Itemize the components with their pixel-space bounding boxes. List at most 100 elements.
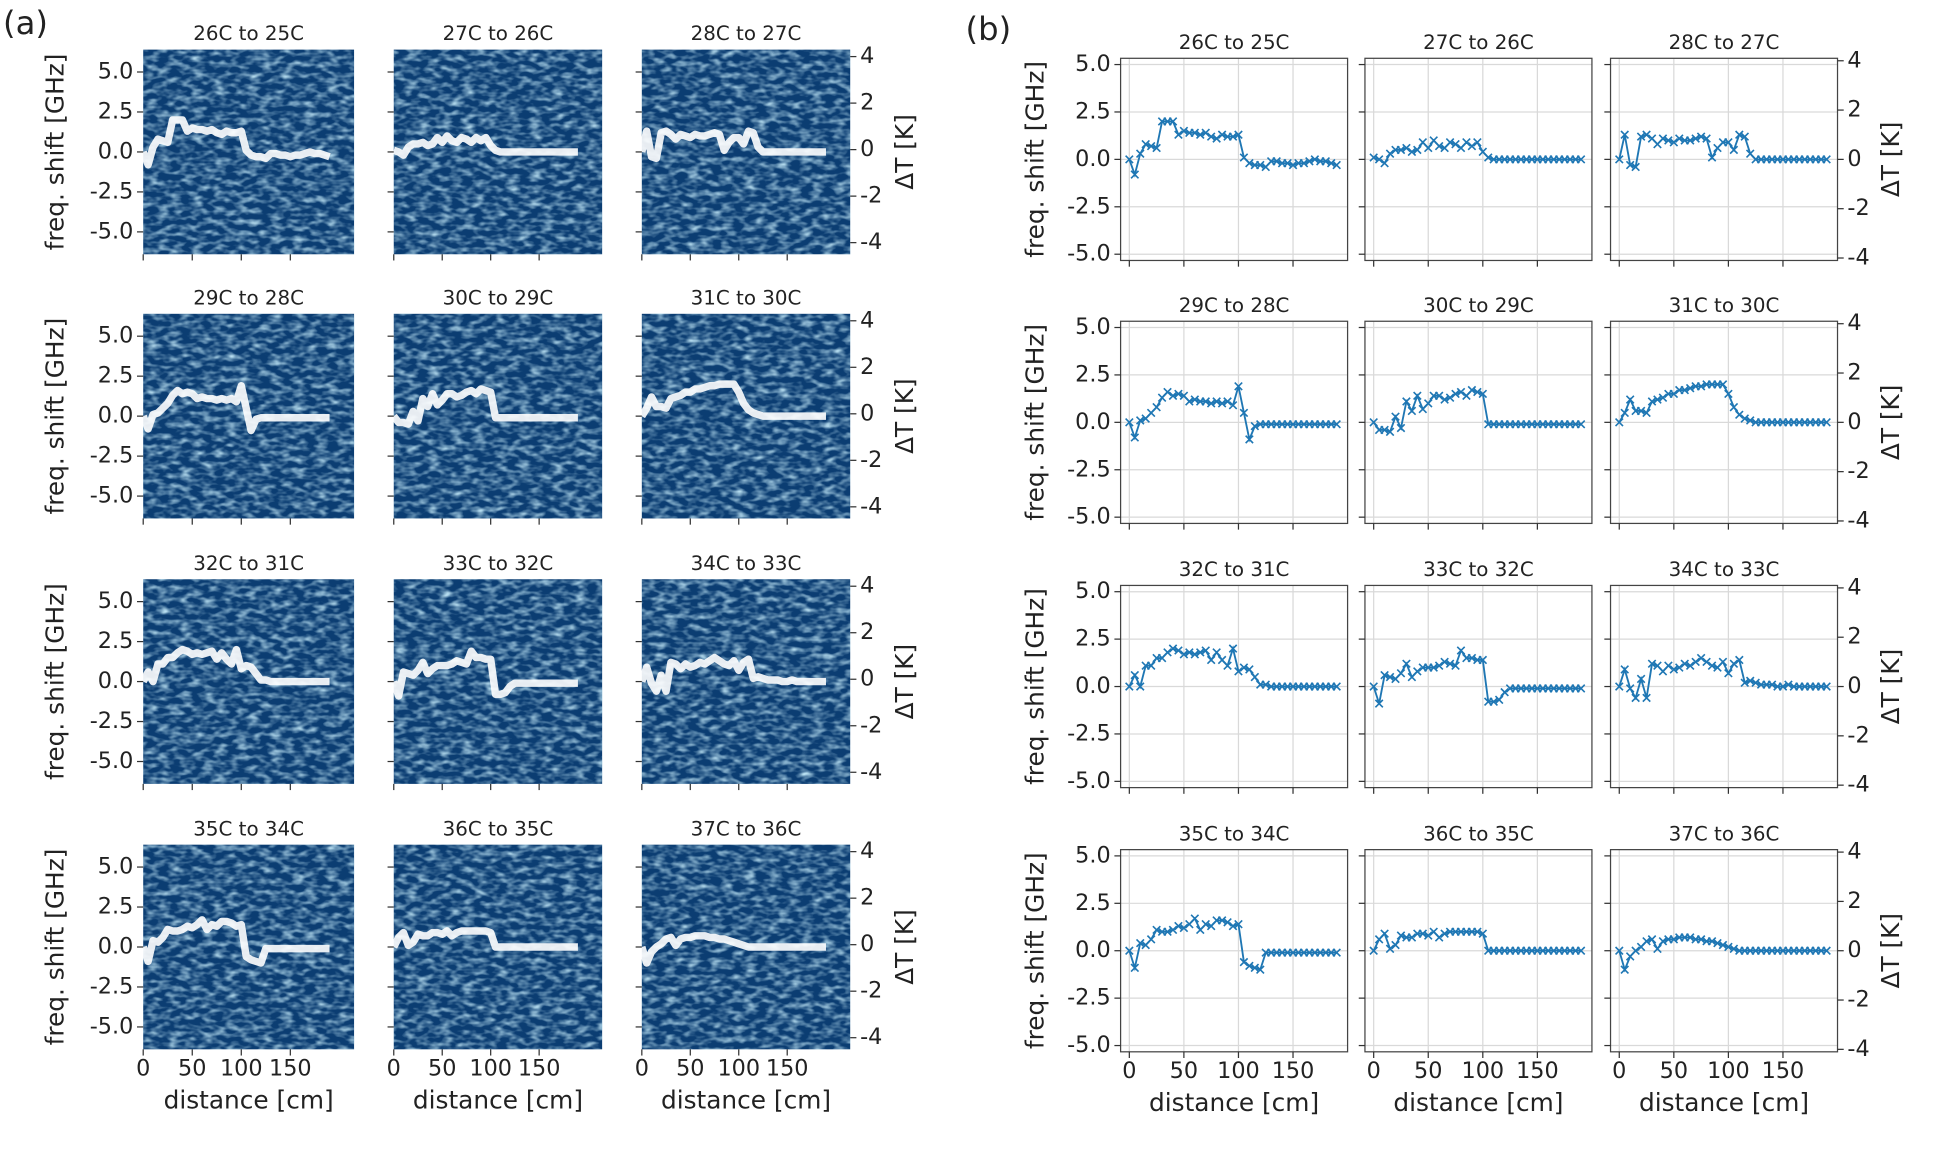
- subplot-title: 28C to 27C: [1669, 31, 1780, 54]
- marker: [1369, 418, 1378, 427]
- y2-axis-label: ΔT [K]: [1876, 913, 1905, 989]
- marker: [1674, 134, 1684, 143]
- marker: [1636, 674, 1646, 684]
- y-tick-label: -2.5: [90, 708, 134, 734]
- marker: [1168, 391, 1178, 401]
- marker: [1402, 659, 1411, 669]
- marker: [1407, 406, 1417, 416]
- y2-tick-label: 4: [1847, 310, 1861, 336]
- y2-tick-label: 4: [1847, 47, 1861, 73]
- subplot-title: 26C to 25C: [1179, 31, 1290, 54]
- y2-tick-label: -2: [860, 183, 882, 209]
- marker: [1707, 661, 1717, 670]
- marker: [1445, 659, 1455, 669]
- marker: [1402, 397, 1411, 406]
- y2-axis-label: ΔT [K]: [1876, 649, 1905, 725]
- marker: [1391, 412, 1400, 421]
- y-tick-label: -5.0: [90, 218, 134, 244]
- y-tick-label: 5.0: [98, 323, 133, 349]
- y2-tick-label: -4: [860, 229, 882, 255]
- marker: [1288, 160, 1298, 170]
- marker: [1135, 682, 1145, 691]
- marker: [1223, 917, 1232, 927]
- trace: [139, 382, 330, 435]
- x-tick-label: 150: [1762, 1058, 1805, 1084]
- y2-tick-label: -4: [860, 493, 882, 519]
- marker: [1174, 921, 1183, 931]
- marker: [1751, 678, 1760, 688]
- y2-tick-label: -4: [1847, 1036, 1869, 1062]
- panel-label: (b): [966, 10, 1012, 48]
- subplot-title: 37C to 36C: [691, 817, 802, 840]
- x-tick-label: 150: [766, 1056, 809, 1082]
- y-tick-label: 0.0: [98, 138, 133, 164]
- marker: [1467, 385, 1477, 395]
- marker: [1745, 676, 1755, 686]
- y-tick-label: 2.5: [98, 98, 133, 124]
- marker: [1261, 680, 1271, 689]
- y-tick-label: 5.0: [1075, 578, 1110, 604]
- marker: [1374, 155, 1384, 164]
- marker: [1451, 661, 1460, 670]
- x-tick-label: 0: [1612, 1058, 1626, 1084]
- y2-tick-label: 2: [860, 885, 874, 911]
- marker: [1440, 395, 1449, 404]
- marker: [1125, 155, 1134, 164]
- x-axis-label: distance [cm]: [1639, 1088, 1809, 1117]
- marker: [1250, 421, 1260, 431]
- subplot-title: 27C to 26C: [1423, 31, 1534, 54]
- trace: [390, 927, 578, 951]
- marker: [1576, 419, 1586, 429]
- marker: [1445, 393, 1455, 402]
- y-tick-label: -5.0: [90, 483, 134, 509]
- marker: [1201, 919, 1211, 929]
- y-tick-label: 0.0: [98, 403, 133, 429]
- marker: [1740, 414, 1750, 423]
- y2-tick-label: 0: [860, 666, 874, 692]
- y-tick-label: 2.5: [1075, 626, 1110, 652]
- y-tick-label: 5.0: [1075, 51, 1110, 77]
- marker: [1195, 130, 1205, 140]
- marker: [1735, 130, 1744, 140]
- subplot-title: 31C to 30C: [691, 286, 802, 309]
- marker: [1201, 397, 1211, 406]
- marker: [1168, 644, 1178, 653]
- marker: [1724, 942, 1733, 952]
- trace: [390, 385, 578, 428]
- marker: [1713, 938, 1722, 948]
- marker: [1385, 149, 1395, 158]
- marker: [1478, 389, 1488, 399]
- marker: [1647, 935, 1657, 944]
- marker: [1478, 655, 1488, 665]
- subplot-title: 32C to 31C: [1179, 558, 1290, 581]
- y-tick-label: 0.0: [98, 934, 133, 960]
- y2-tick-label: -4: [860, 759, 882, 785]
- y-tick-label: 0.0: [1075, 937, 1110, 963]
- subplot-title: 28C to 27C: [691, 22, 802, 45]
- y-tick-label: 0.0: [98, 668, 133, 694]
- subplot-title: 36C to 35C: [443, 817, 554, 840]
- marker: [1691, 657, 1700, 667]
- subplot-title: 35C to 34C: [193, 817, 304, 840]
- y2-tick-label: -2: [1847, 987, 1869, 1013]
- marker: [1822, 946, 1831, 956]
- y2-tick-label: 0: [1847, 673, 1861, 699]
- y2-tick-label: 4: [860, 573, 874, 599]
- marker: [1576, 684, 1586, 693]
- marker: [1234, 382, 1243, 391]
- marker: [1718, 657, 1728, 667]
- marker: [1451, 139, 1460, 149]
- marker: [1391, 940, 1400, 950]
- trace: [638, 653, 826, 695]
- marker: [1434, 391, 1444, 401]
- marker: [1685, 383, 1695, 393]
- marker: [1620, 408, 1630, 418]
- marker: [1653, 944, 1662, 954]
- trace: [638, 380, 826, 420]
- marker: [1631, 946, 1640, 956]
- marker: [1174, 646, 1183, 655]
- marker: [1239, 408, 1249, 418]
- marker: [1369, 682, 1378, 691]
- marker: [1440, 657, 1449, 667]
- marker: [1332, 948, 1341, 957]
